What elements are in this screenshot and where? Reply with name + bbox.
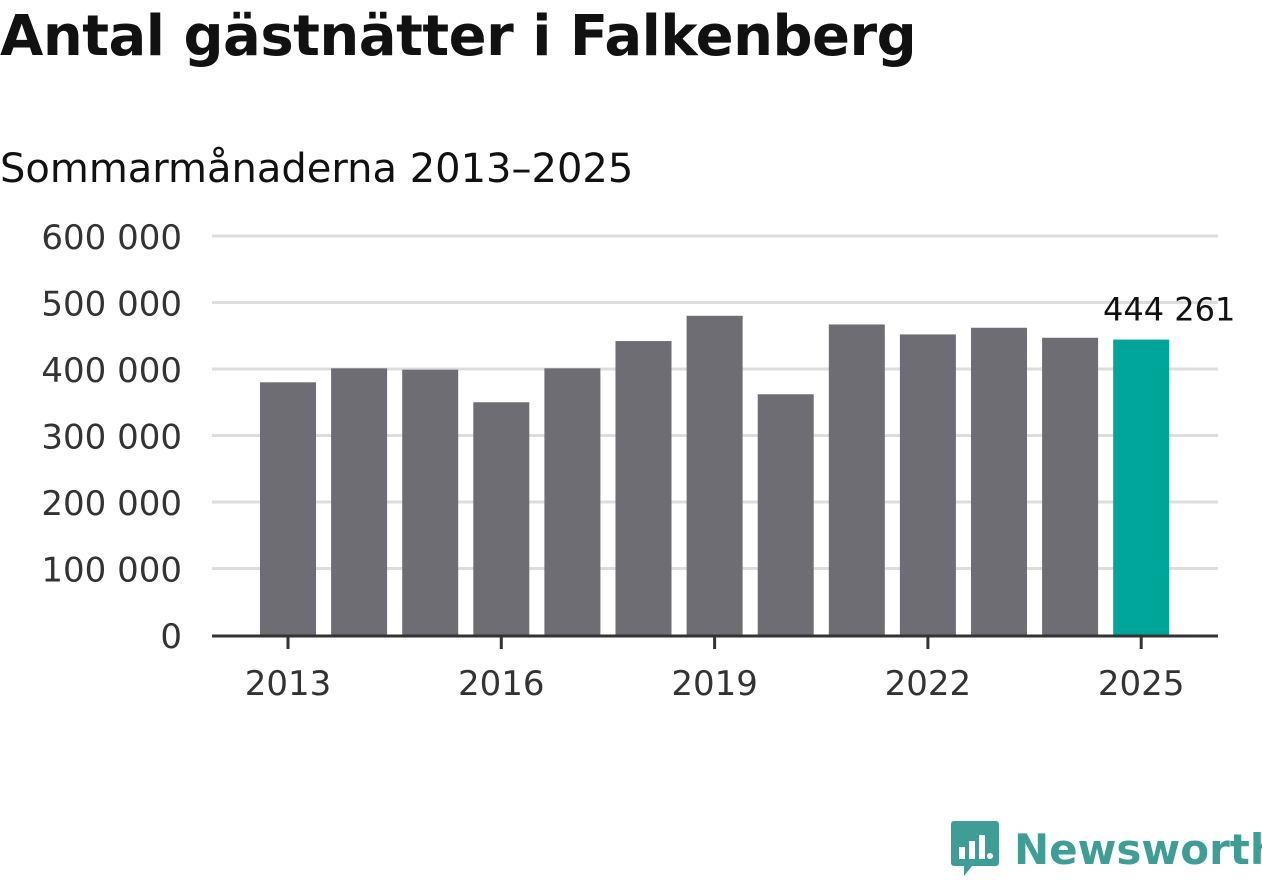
x-tick-label: 2022 <box>885 664 972 704</box>
bar <box>686 315 743 635</box>
bar-chart: 0 100 000 200 000 300 000 400 000 500 000 600 … <box>41 218 1235 704</box>
y-tick-label: 500 000 <box>41 285 182 325</box>
bar <box>757 394 814 635</box>
newsworthy-logo-icon <box>951 821 999 876</box>
bar <box>473 402 530 635</box>
bar <box>828 324 885 635</box>
y-tick-label: 100 000 <box>41 551 182 591</box>
y-tick-label: 400 000 <box>41 351 182 391</box>
bar <box>402 369 459 635</box>
newsworthy-logo: Newsworthy <box>950 818 1262 880</box>
bar <box>615 341 672 635</box>
x-tick-label: 2016 <box>458 664 545 704</box>
bar <box>331 368 388 635</box>
x-tick-label: 2025 <box>1098 664 1185 704</box>
bar <box>1113 339 1170 635</box>
bar <box>899 334 956 635</box>
brand-name: Newsworthy <box>1014 824 1262 874</box>
x-tick-label: 2013 <box>245 664 332 704</box>
data-label: 444 261 <box>1103 291 1235 329</box>
bar <box>544 368 601 635</box>
bar <box>1042 337 1099 635</box>
bar <box>260 382 316 635</box>
bar <box>971 327 1027 635</box>
x-tick-label: 2019 <box>671 664 758 704</box>
y-tick-label: 300 000 <box>41 418 182 458</box>
chart-title: Antal gästnätter i Falkenberg <box>0 4 917 69</box>
y-tick-label: 600 000 <box>41 218 182 258</box>
y-tick-label: 200 000 <box>41 484 182 524</box>
chart-subtitle: Sommarmånaderna 2013–2025 <box>0 146 634 192</box>
y-tick-label: 0 <box>160 617 182 657</box>
